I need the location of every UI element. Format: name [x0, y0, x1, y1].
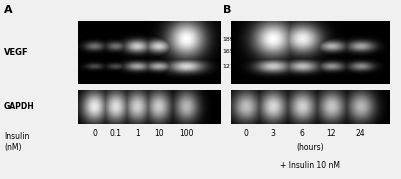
Text: 0: 0 [243, 129, 248, 138]
Text: VEGF: VEGF [4, 48, 28, 57]
Text: 0: 0 [92, 129, 97, 138]
Text: 121: 121 [223, 64, 234, 69]
Text: 189: 189 [223, 37, 234, 42]
Text: 1: 1 [135, 129, 140, 138]
Text: 10: 10 [154, 129, 164, 138]
Text: 100: 100 [179, 129, 194, 138]
Text: Insulin
(nM): Insulin (nM) [4, 132, 29, 152]
Text: GAPDH: GAPDH [4, 102, 35, 111]
Text: + Insulin 10 nM: + Insulin 10 nM [280, 161, 340, 170]
Text: B: B [223, 5, 231, 15]
Text: 12: 12 [326, 129, 336, 138]
Text: 6: 6 [300, 129, 304, 138]
Text: 3: 3 [270, 129, 275, 138]
Text: 165: 165 [223, 49, 234, 54]
Text: 0.1: 0.1 [110, 129, 122, 138]
Text: A: A [4, 5, 13, 15]
Text: 24: 24 [356, 129, 365, 138]
Text: (hours): (hours) [296, 143, 324, 152]
